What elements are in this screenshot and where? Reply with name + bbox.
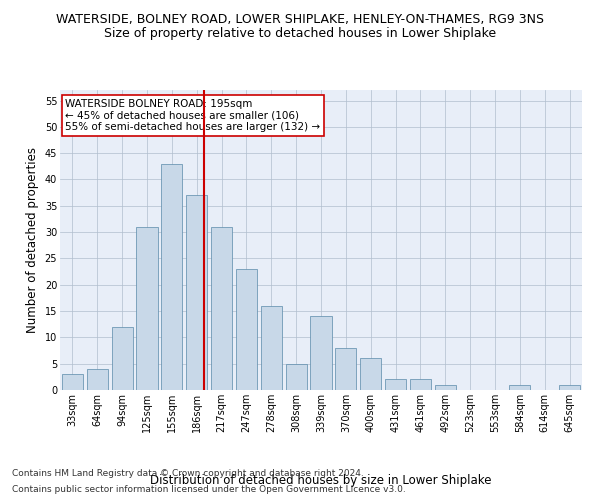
Bar bbox=[410, 380, 431, 390]
Text: Contains public sector information licensed under the Open Government Licence v3: Contains public sector information licen… bbox=[12, 485, 406, 494]
Bar bbox=[559, 384, 580, 390]
Bar bbox=[87, 369, 108, 390]
Bar bbox=[62, 374, 83, 390]
Bar bbox=[335, 348, 356, 390]
Bar bbox=[161, 164, 182, 390]
Bar bbox=[360, 358, 381, 390]
Y-axis label: Number of detached properties: Number of detached properties bbox=[26, 147, 39, 333]
Bar bbox=[286, 364, 307, 390]
Text: Contains HM Land Registry data © Crown copyright and database right 2024.: Contains HM Land Registry data © Crown c… bbox=[12, 468, 364, 477]
Text: Size of property relative to detached houses in Lower Shiplake: Size of property relative to detached ho… bbox=[104, 28, 496, 40]
Bar bbox=[136, 227, 158, 390]
Bar bbox=[112, 327, 133, 390]
Bar bbox=[211, 227, 232, 390]
X-axis label: Distribution of detached houses by size in Lower Shiplake: Distribution of detached houses by size … bbox=[150, 474, 492, 487]
Text: WATERSIDE, BOLNEY ROAD, LOWER SHIPLAKE, HENLEY-ON-THAMES, RG9 3NS: WATERSIDE, BOLNEY ROAD, LOWER SHIPLAKE, … bbox=[56, 12, 544, 26]
Bar bbox=[385, 380, 406, 390]
Bar bbox=[186, 196, 207, 390]
Bar bbox=[310, 316, 332, 390]
Bar bbox=[509, 384, 530, 390]
Text: WATERSIDE BOLNEY ROAD: 195sqm
← 45% of detached houses are smaller (106)
55% of : WATERSIDE BOLNEY ROAD: 195sqm ← 45% of d… bbox=[65, 99, 320, 132]
Bar bbox=[236, 269, 257, 390]
Bar bbox=[261, 306, 282, 390]
Bar bbox=[435, 384, 456, 390]
